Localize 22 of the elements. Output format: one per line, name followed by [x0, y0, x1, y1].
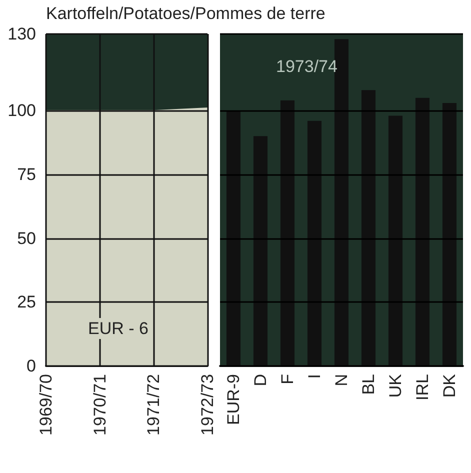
x-tick-label: D: [251, 374, 270, 386]
x-tick-label: N: [332, 374, 351, 386]
x-tick-label: 1969/70: [36, 374, 56, 436]
y-tick-label: 0: [26, 356, 36, 376]
x-tick-label: 1972/73: [198, 374, 217, 436]
x-tick-label: I: [305, 374, 324, 379]
x-tick-label: IRL: [413, 374, 432, 400]
y-tick-label: 100: [8, 101, 36, 120]
x-tick-label: DK: [440, 373, 459, 398]
y-tick-label: 75: [17, 164, 36, 184]
y-tick-label: 25: [17, 292, 36, 312]
x-tick-label: EUR-9: [224, 374, 243, 426]
x-tick-label: F: [278, 374, 297, 384]
y-tick-label: 50: [17, 228, 36, 248]
annotation: EUR - 6: [88, 319, 148, 338]
y-tick-label: 130: [8, 24, 36, 44]
x-tick-label: BL: [359, 374, 378, 395]
x-tick-label: 1970/71: [90, 374, 110, 436]
x-tick-label: UK: [386, 373, 405, 398]
annotation: 1973/74: [276, 57, 338, 76]
x-tick-label: 1971/72: [144, 374, 164, 436]
chart-title: Kartoffeln/Potatoes/Pommes de terre: [46, 4, 326, 24]
